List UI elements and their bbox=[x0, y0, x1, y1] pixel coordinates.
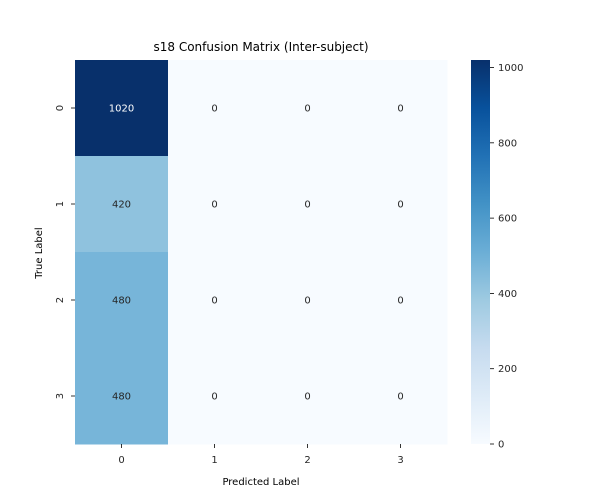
cell-annotation-r1-c0: 420 bbox=[112, 200, 131, 211]
heatmap-cell-r2-c3 bbox=[354, 252, 448, 349]
cell-annotation-r3-c2: 0 bbox=[304, 392, 310, 403]
x-tick-label: 0 bbox=[118, 455, 124, 466]
colorbar-tick-label: 600 bbox=[498, 214, 517, 225]
y-tick-label: 3 bbox=[55, 393, 66, 399]
x-tick-label: 1 bbox=[211, 455, 217, 466]
cell-annotation-r2-c1: 0 bbox=[211, 296, 217, 307]
heatmap-cell-r0-c0 bbox=[75, 60, 169, 157]
heatmap-cell-r0-c2 bbox=[261, 60, 355, 157]
colorbar-tick-label: 1000 bbox=[498, 63, 523, 74]
y-axis-label: True Label bbox=[34, 227, 45, 279]
y-tick-label: 0 bbox=[55, 105, 66, 111]
cell-annotation-r1-c1: 0 bbox=[211, 200, 217, 211]
cell-annotation-r2-c2: 0 bbox=[304, 296, 310, 307]
heatmap-cell-r1-c0 bbox=[75, 156, 169, 253]
cell-annotation-r1-c2: 0 bbox=[304, 200, 310, 211]
cell-annotation-r3-c0: 480 bbox=[112, 392, 131, 403]
heatmap-cell-r2-c0 bbox=[75, 252, 169, 349]
heatmap-cell-r3-c0 bbox=[75, 348, 169, 445]
cell-annotation-r2-c0: 480 bbox=[112, 296, 131, 307]
heatmap-cell-r1-c1 bbox=[168, 156, 262, 253]
cell-annotation-r2-c3: 0 bbox=[397, 296, 403, 307]
heatmap-cell-r2-c2 bbox=[261, 252, 355, 349]
colorbar: 0 200 400 600 800 1000 bbox=[471, 60, 523, 451]
y-tick-label: 2 bbox=[55, 297, 66, 303]
heatmap-cell-r1-c2 bbox=[261, 156, 355, 253]
colorbar-tick-label: 800 bbox=[498, 138, 517, 149]
colorbar-gradient bbox=[471, 60, 490, 444]
x-axis-label: Predicted Label bbox=[222, 477, 299, 488]
x-axis-ticks: 0 1 2 3 bbox=[118, 444, 404, 466]
cell-annotation-r3-c1: 0 bbox=[211, 392, 217, 403]
chart-title: s18 Confusion Matrix (Inter-subject) bbox=[153, 40, 368, 54]
heatmap-cell-r3-c1 bbox=[168, 348, 262, 445]
cell-annotation-r1-c3: 0 bbox=[397, 200, 403, 211]
heatmap-cell-r0-c3 bbox=[354, 60, 448, 157]
colorbar-tick-label: 400 bbox=[498, 289, 517, 300]
cell-annotation-r3-c3: 0 bbox=[397, 392, 403, 403]
heatmap-cell-r1-c3 bbox=[354, 156, 448, 253]
heatmap-cell-r3-c2 bbox=[261, 348, 355, 445]
colorbar-tick-label: 0 bbox=[498, 440, 504, 451]
cell-annotation-r0-c2: 0 bbox=[304, 104, 310, 115]
heatmap-cell-r0-c1 bbox=[168, 60, 262, 157]
cell-annotation-r0-c0: 1020 bbox=[109, 104, 134, 115]
y-axis-ticks: 0 1 2 3 bbox=[55, 105, 75, 399]
x-tick-label: 3 bbox=[397, 455, 403, 466]
heatmap-cell-r2-c1 bbox=[168, 252, 262, 349]
cell-annotation-r0-c1: 0 bbox=[211, 104, 217, 115]
cell-annotations: 1020 0 0 0 420 0 0 0 480 0 0 0 480 0 0 0 bbox=[109, 104, 404, 403]
x-tick-label: 2 bbox=[304, 455, 310, 466]
heatmap-cells bbox=[75, 60, 448, 445]
y-tick-label: 1 bbox=[55, 201, 66, 207]
cell-annotation-r0-c3: 0 bbox=[397, 104, 403, 115]
heatmap-cell-r3-c3 bbox=[354, 348, 448, 445]
colorbar-tick-label: 200 bbox=[498, 364, 517, 375]
